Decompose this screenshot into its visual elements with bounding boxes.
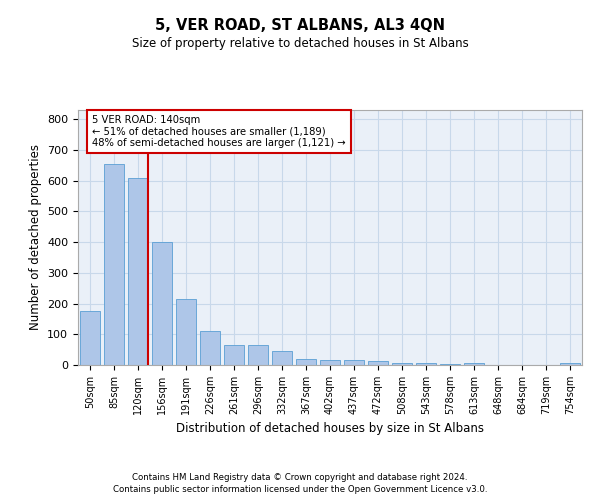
Bar — [104, 164, 124, 365]
Bar — [200, 331, 220, 365]
Bar — [296, 360, 316, 365]
Bar — [560, 362, 580, 365]
Text: 5 VER ROAD: 140sqm
← 51% of detached houses are smaller (1,189)
48% of semi-deta: 5 VER ROAD: 140sqm ← 51% of detached hou… — [92, 114, 346, 148]
Bar — [272, 351, 292, 365]
Bar — [224, 345, 244, 365]
Bar — [344, 360, 364, 365]
Bar — [80, 311, 100, 365]
Bar — [392, 362, 412, 365]
Text: Contains public sector information licensed under the Open Government Licence v3: Contains public sector information licen… — [113, 485, 487, 494]
X-axis label: Distribution of detached houses by size in St Albans: Distribution of detached houses by size … — [176, 422, 484, 436]
Bar — [416, 362, 436, 365]
Text: Size of property relative to detached houses in St Albans: Size of property relative to detached ho… — [131, 38, 469, 51]
Bar — [248, 345, 268, 365]
Y-axis label: Number of detached properties: Number of detached properties — [29, 144, 41, 330]
Bar — [176, 299, 196, 365]
Bar — [368, 361, 388, 365]
Bar — [128, 178, 148, 365]
Text: Contains HM Land Registry data © Crown copyright and database right 2024.: Contains HM Land Registry data © Crown c… — [132, 472, 468, 482]
Bar — [440, 364, 460, 365]
Bar — [320, 360, 340, 365]
Text: 5, VER ROAD, ST ALBANS, AL3 4QN: 5, VER ROAD, ST ALBANS, AL3 4QN — [155, 18, 445, 32]
Bar — [464, 362, 484, 365]
Bar — [152, 242, 172, 365]
